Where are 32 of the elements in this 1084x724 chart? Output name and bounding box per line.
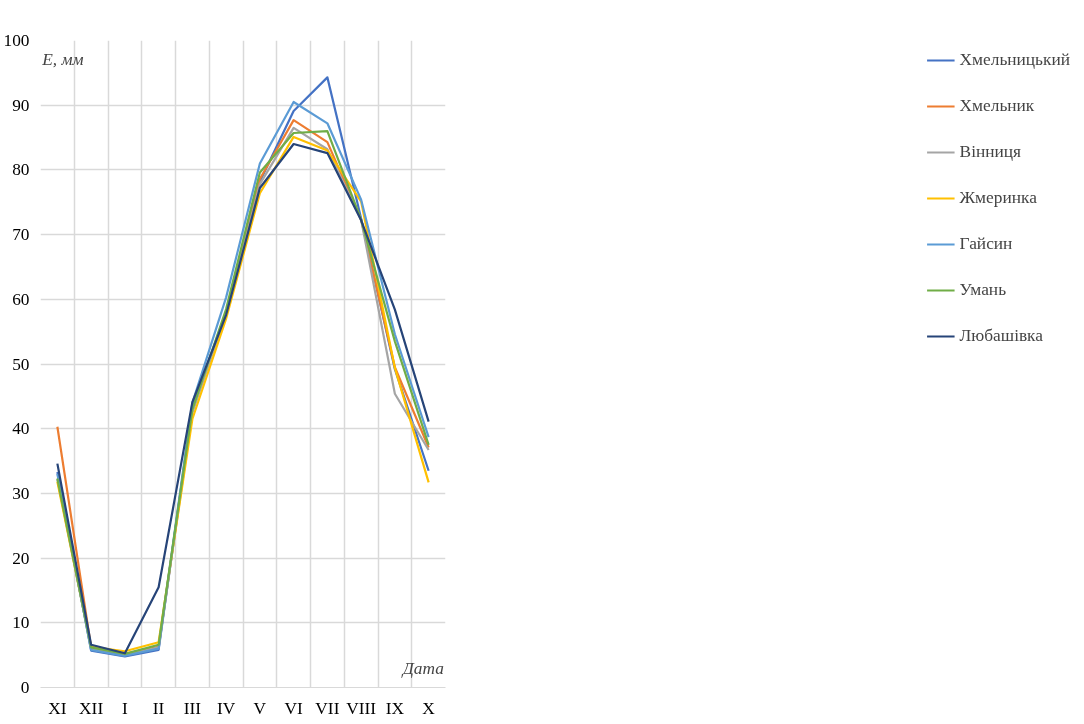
x-tick-label: VIII (346, 698, 377, 718)
y-tick-label: 80 (12, 160, 30, 180)
y-tick-label: 60 (12, 289, 30, 309)
y-tick-label: 20 (12, 548, 30, 568)
x-tick-label: XI (48, 698, 67, 718)
x-tick-label: VI (284, 698, 303, 718)
x-tick-label: I (121, 698, 128, 718)
y-tick-label: 0 (20, 678, 30, 697)
y-tick-label: 70 (12, 225, 30, 245)
y-tick-label: 30 (12, 483, 30, 503)
y-tick-label: 100 (3, 31, 30, 50)
x-tick-label: II (152, 698, 165, 718)
x-tick-label: X (422, 698, 436, 718)
y-axis-title: E, мм (41, 49, 84, 69)
legend-label: Хмельницький (959, 50, 1070, 70)
y-tick-label: 40 (12, 419, 30, 439)
x-tick-label: V (253, 698, 267, 718)
legend-label: Гайсин (959, 234, 1013, 254)
x-tick-label: IX (385, 698, 405, 718)
x-tick-label: VII (315, 698, 340, 718)
y-tick-label: 50 (12, 354, 30, 374)
y-tick-label: 10 (12, 613, 30, 633)
x-axis-title: Дата (400, 658, 445, 678)
x-tick-label: IV (216, 698, 236, 718)
y-tick-label: 90 (12, 95, 30, 115)
legend-label: Умань (959, 280, 1007, 300)
legend-label: Хмельник (959, 96, 1035, 116)
legend-label: Жмеринка (959, 188, 1037, 208)
x-tick-label: XII (79, 698, 104, 718)
legend-label: Любашівка (959, 326, 1043, 346)
x-tick-label: III (183, 698, 202, 718)
legend-label: Вінниця (959, 142, 1022, 162)
